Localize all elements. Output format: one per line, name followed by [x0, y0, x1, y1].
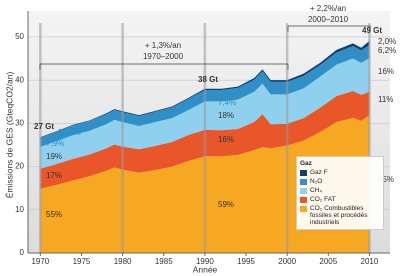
- annotation: 49 Gt: [362, 26, 382, 35]
- x-tick-label: 1995: [237, 257, 255, 266]
- annotation: 17%: [46, 171, 62, 180]
- annotation: 18%: [218, 111, 234, 120]
- annotation: 6,2%: [378, 46, 396, 55]
- y-tick-label: 40: [15, 75, 24, 84]
- annotation: 7,9%: [46, 139, 64, 148]
- annotation: 2000–2010: [308, 15, 349, 24]
- legend-item: CO₂ FAT: [300, 196, 380, 203]
- annotation: 1970–2000: [143, 52, 184, 61]
- y-tick-label: 20: [15, 162, 24, 171]
- legend-item: N₂O: [300, 178, 380, 185]
- y-tick-label: 30: [15, 118, 24, 127]
- annotation: 27 Gt: [34, 122, 54, 131]
- legend-label: CH₄: [310, 187, 323, 194]
- annotation: 19%: [46, 152, 62, 161]
- bracket: [39, 63, 289, 70]
- x-tick-label: 2000: [278, 257, 296, 266]
- y-tick-label: 50: [15, 32, 24, 41]
- y-axis-title: Émissions de GES (GteqCO2/an): [4, 72, 14, 199]
- annotation: 0,81%: [222, 88, 245, 97]
- annotation: 16%: [218, 135, 234, 144]
- bracket: [287, 25, 371, 32]
- x-tick-label: 1980: [114, 257, 132, 266]
- legend: Gaz Gaz F N₂O CH₄ CO₂ FAT CO₂ Combustibles fo…: [296, 156, 384, 230]
- legend-swatch: [300, 170, 307, 176]
- legend-item: CO₂ Combustibles fossiles et procédés in…: [300, 205, 380, 226]
- legend-swatch: [300, 179, 307, 185]
- x-tick-label: 1985: [155, 257, 173, 266]
- annotation: 59%: [218, 200, 234, 209]
- legend-swatch: [300, 206, 307, 212]
- annotation: 7,4%: [218, 98, 236, 107]
- x-tick-label: 1990: [196, 257, 214, 266]
- annotation: 55%: [46, 210, 62, 219]
- annotation: 65%: [378, 175, 394, 184]
- legend-swatch: [300, 197, 307, 203]
- x-axis-title: Année: [193, 264, 218, 274]
- x-tick-label: 1975: [73, 257, 91, 266]
- annotation: 0,44%: [58, 128, 81, 137]
- annotation: 11%: [378, 95, 393, 104]
- x-tick-label: 1970: [31, 257, 49, 266]
- annotation: + 2,2%/an: [310, 4, 346, 13]
- annotation: + 1,3%/an: [145, 41, 181, 50]
- legend-label: N₂O: [310, 178, 323, 185]
- x-tick-label: 2010: [361, 257, 379, 266]
- legend-label: CO₂ Combustibles fossiles et procédés in…: [310, 205, 368, 226]
- legend-swatch: [300, 188, 307, 194]
- legend-item: Gaz F: [300, 169, 380, 176]
- legend-label: CO₂ FAT: [310, 196, 336, 203]
- y-tick-label: 10: [15, 205, 24, 214]
- legend-label: Gaz F: [310, 169, 328, 176]
- legend-title: Gaz: [300, 160, 312, 167]
- x-tick-label: 2005: [319, 257, 337, 266]
- y-tick-label: 0: [20, 248, 25, 257]
- annotation: 38 Gt: [198, 75, 218, 84]
- legend-item: CH₄: [300, 187, 380, 194]
- annotation: 2,0%: [378, 37, 396, 46]
- annotation: 16%: [378, 67, 394, 76]
